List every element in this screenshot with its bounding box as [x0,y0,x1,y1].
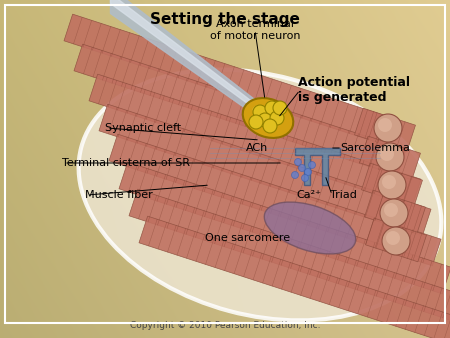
Circle shape [382,227,410,255]
Text: ACh: ACh [246,143,268,153]
Text: Copyright © 2010 Pearson Education, Inc.: Copyright © 2010 Pearson Education, Inc. [130,321,320,330]
Text: Terminal cisterna of SR: Terminal cisterna of SR [62,158,190,168]
Polygon shape [360,136,420,180]
Text: Axon terminal
of motor neuron: Axon terminal of motor neuron [210,19,300,41]
Circle shape [249,115,263,129]
Polygon shape [365,218,427,262]
Polygon shape [89,74,421,206]
Text: Setting the stage: Setting the stage [150,12,300,27]
Text: Triad: Triad [330,190,357,200]
Circle shape [384,203,398,217]
Circle shape [380,147,394,161]
Circle shape [376,143,404,171]
Polygon shape [64,14,396,146]
Polygon shape [74,44,406,176]
Circle shape [380,199,408,227]
Text: Action potential
is generated: Action potential is generated [298,76,410,104]
Circle shape [309,162,315,169]
Circle shape [292,171,298,178]
Circle shape [265,101,279,115]
Ellipse shape [252,105,272,119]
Circle shape [273,101,287,115]
Polygon shape [129,189,450,321]
Polygon shape [364,190,426,234]
Ellipse shape [243,98,293,138]
Text: Synaptic cleft: Synaptic cleft [105,123,181,133]
Polygon shape [109,134,441,266]
Polygon shape [295,148,340,185]
Ellipse shape [79,70,441,320]
Polygon shape [361,163,423,207]
Text: One sarcomere: One sarcomere [206,233,291,243]
Circle shape [270,111,284,125]
Text: Muscle fiber: Muscle fiber [85,190,153,200]
Text: Ca²⁺: Ca²⁺ [296,190,321,200]
Circle shape [258,113,272,127]
Circle shape [305,169,311,175]
Ellipse shape [264,202,356,254]
Circle shape [263,119,277,133]
Circle shape [382,175,396,189]
Polygon shape [355,108,415,152]
Polygon shape [119,162,450,294]
Circle shape [302,174,309,182]
Circle shape [378,118,392,132]
Circle shape [294,159,302,166]
Circle shape [378,171,406,199]
Text: Sarcolemma: Sarcolemma [340,143,410,153]
Circle shape [298,165,306,171]
Polygon shape [99,104,431,236]
Circle shape [374,114,402,142]
Circle shape [386,231,400,245]
Polygon shape [139,216,450,338]
Circle shape [253,105,267,119]
